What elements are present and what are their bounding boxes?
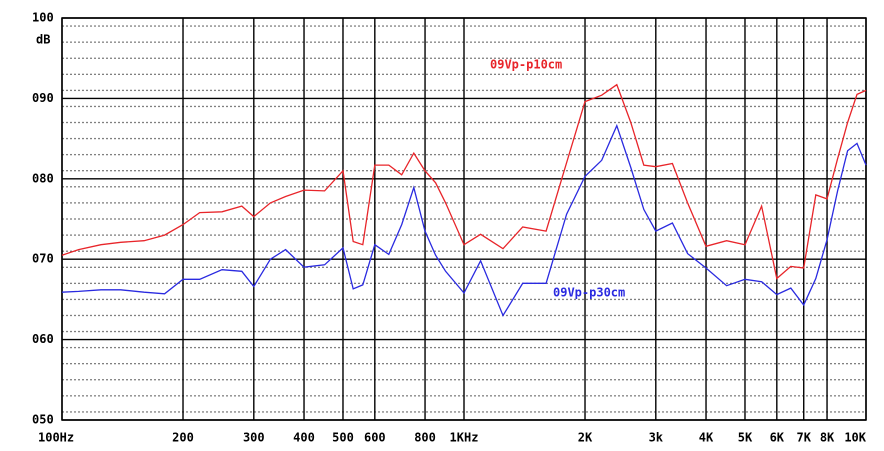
x-tick-label: 300	[243, 431, 265, 445]
x-tick-label: 7K	[797, 431, 812, 445]
x-tick-label: 400	[293, 431, 315, 445]
x-tick-label: 4K	[699, 431, 714, 445]
y-tick-label: 100	[32, 11, 54, 25]
y-tick-label: 090	[32, 91, 54, 105]
y-tick-label: 070	[32, 252, 54, 266]
x-tick-label: 2K	[578, 431, 593, 445]
x-tick-label: 600	[364, 431, 386, 445]
x-tick-label: 100Hz	[38, 431, 74, 445]
series-label: 09Vp-p30cm	[553, 286, 625, 300]
x-tick-label: 10K	[844, 431, 866, 445]
series-label: 09Vp-p10cm	[490, 58, 562, 72]
y-axis-label: dB	[36, 33, 50, 47]
data-line	[61, 83, 867, 280]
x-tick-label: 200	[172, 431, 194, 445]
x-tick-label: 500	[332, 431, 354, 445]
y-tick-label: 080	[32, 171, 54, 185]
x-tick-label: 1KHz	[450, 431, 479, 445]
y-tick-label: 060	[32, 332, 54, 346]
x-tick-label: 800	[414, 431, 436, 445]
x-tick-label: 8K	[820, 431, 835, 445]
data-line	[61, 123, 867, 317]
y-tick-label: 050	[32, 413, 54, 427]
x-tick-label: 6K	[770, 431, 785, 445]
x-tick-label: 5K	[738, 431, 753, 445]
x-tick-label: 3k	[649, 431, 664, 445]
